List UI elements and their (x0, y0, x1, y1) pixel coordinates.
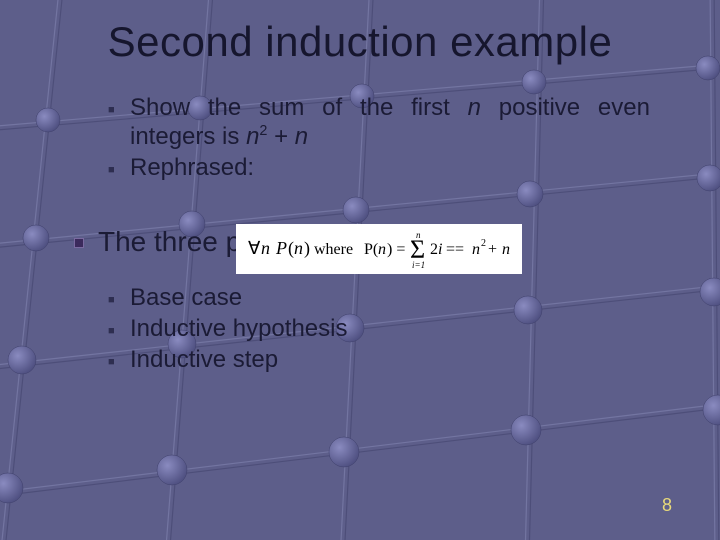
section-row: The three par ∀ n P ( n ) where P( n ) =… (74, 226, 672, 274)
var-n: n (295, 123, 308, 150)
slide-number: 8 (662, 495, 672, 516)
slide-title: Second induction example (48, 18, 672, 66)
var-n: n (468, 94, 481, 121)
svg-text:n: n (472, 241, 480, 258)
square-bullet-icon: ■ (108, 104, 116, 116)
parts-item-2: ■ Inductive hypothesis (108, 315, 672, 344)
intro-line-1: Show the sum of the first n positive eve… (130, 94, 650, 152)
svg-text:+: + (488, 241, 497, 258)
intro-item-1: ■ Show the sum of the first n positive e… (108, 94, 672, 152)
square-bullet-icon: ■ (108, 325, 116, 337)
formula-image: ∀ n P ( n ) where P( n ) = Σ i=1 n 2 i =… (236, 224, 522, 274)
intro-line-2: Rephrased: (130, 154, 254, 183)
svg-text:==: == (446, 241, 464, 258)
main-bullet-icon (74, 238, 84, 248)
svg-text:i=1: i=1 (412, 260, 425, 270)
formula-svg: ∀ n P ( n ) where P( n ) = Σ i=1 n 2 i =… (244, 228, 514, 270)
svg-text:i: i (438, 241, 442, 258)
text-fragment: Show the sum of the first (130, 94, 468, 121)
intro-list: ■ Show the sum of the first n positive e… (108, 94, 672, 182)
svg-text:∀: ∀ (248, 238, 261, 258)
parts-list: ■ Base case ■ Inductive hypothesis ■ Ind… (108, 284, 672, 374)
svg-text:where: where (314, 241, 353, 258)
square-bullet-icon: ■ (108, 164, 116, 176)
square-bullet-icon: ■ (108, 294, 116, 306)
svg-text:2: 2 (430, 241, 438, 258)
svg-text:): ) (304, 238, 310, 259)
parts-text: Base case (130, 284, 242, 313)
parts-item-3: ■ Inductive step (108, 346, 672, 375)
intro-item-2: ■ Rephrased: (108, 154, 672, 183)
svg-text:2: 2 (481, 238, 486, 249)
svg-text:n: n (261, 238, 270, 258)
svg-text:P(: P( (364, 241, 378, 258)
parts-text: Inductive hypothesis (130, 315, 347, 344)
svg-text:n: n (378, 241, 386, 258)
svg-text:P: P (275, 238, 287, 258)
svg-text:n: n (416, 230, 421, 240)
var-n: n (246, 123, 259, 150)
text-fragment: + (267, 123, 294, 150)
svg-text:) =: ) = (387, 241, 405, 258)
parts-text: Inductive step (130, 346, 278, 375)
parts-item-1: ■ Base case (108, 284, 672, 313)
square-bullet-icon: ■ (108, 356, 116, 368)
svg-text:n: n (294, 238, 303, 258)
svg-text:n: n (502, 241, 510, 258)
